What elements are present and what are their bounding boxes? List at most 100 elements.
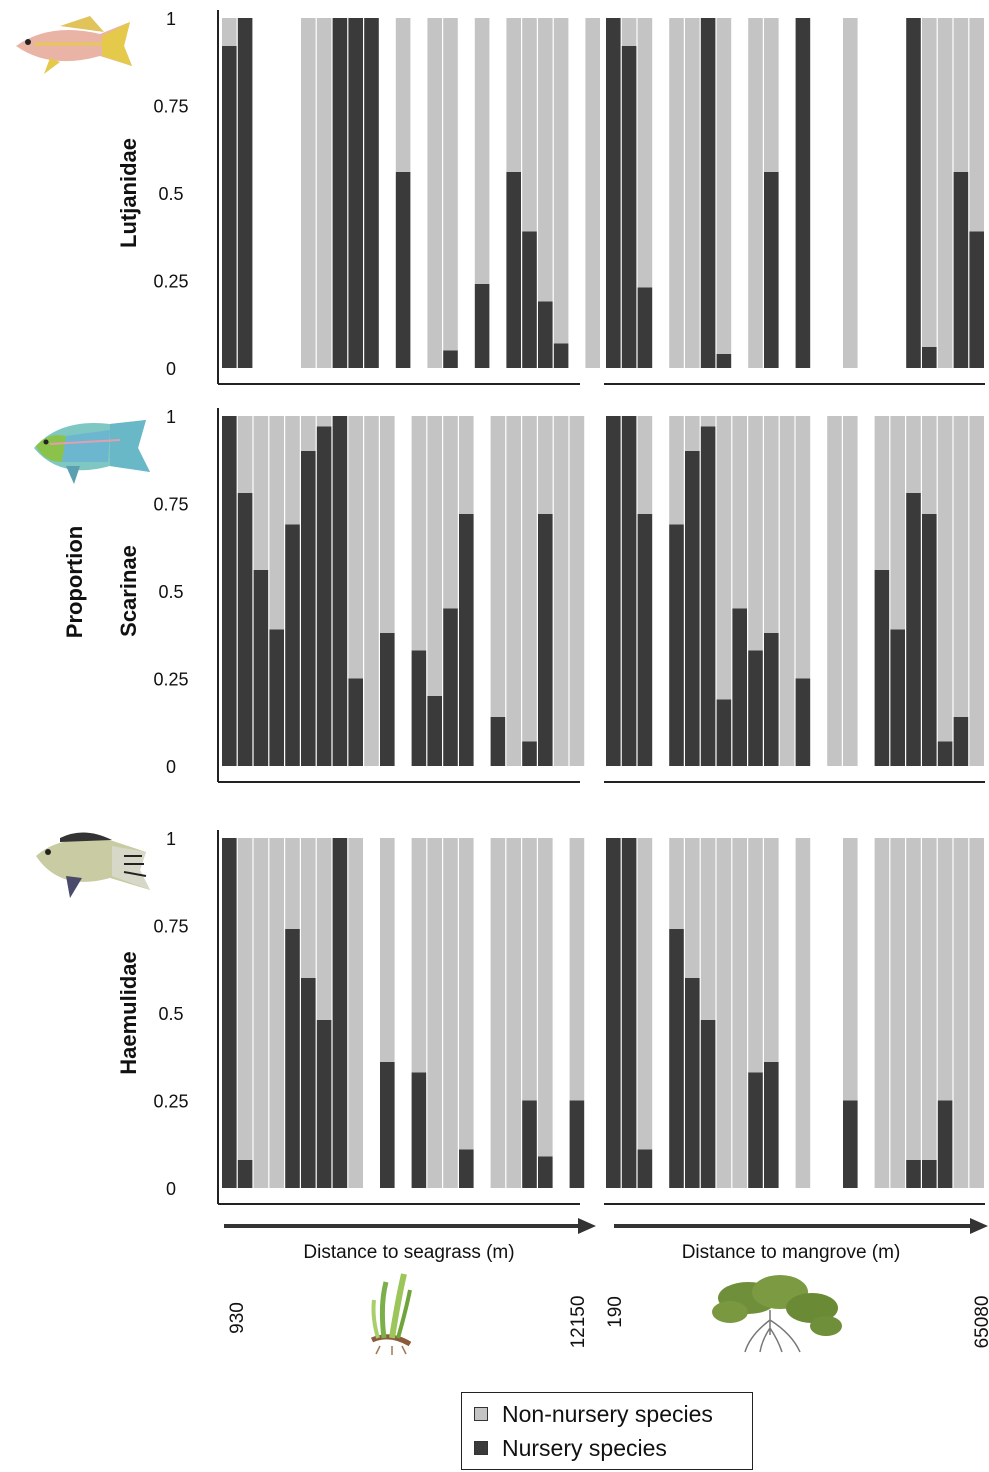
bar-non-nursery [506,838,521,1188]
bar-non-nursery [937,416,953,742]
bar-non-nursery [890,838,905,1188]
bar-nursery [606,18,621,368]
seagrass-arrow [224,1218,596,1234]
bar-nursery [795,18,811,368]
bar-non-nursery [253,838,269,1188]
bar-nursery [795,678,811,766]
bar-non-nursery [700,838,716,1020]
bar-nursery [380,1062,395,1188]
bar-nursery [538,514,553,766]
bar-non-nursery [364,416,379,766]
bar-non-nursery [301,838,316,978]
non-nursery-swatch [474,1407,488,1421]
bar-nursery [700,426,716,766]
bar-nursery [459,514,474,766]
bar-non-nursery [522,18,537,232]
bar-nursery [637,514,653,766]
bar-non-nursery [380,838,395,1062]
y-tick-label: 0.75 [153,97,188,117]
bar-nursery [716,699,732,766]
bar-nursery [569,1100,585,1188]
bar-non-nursery [795,838,811,1188]
bar-non-nursery [316,416,332,427]
y-tick-label: 1 [166,9,176,29]
bar-nursery [621,46,637,368]
bar-nursery [316,426,332,766]
y-tick-label: 0.5 [158,184,183,204]
legend-item-nursery: Nursery species [474,1433,667,1463]
bar-nursery [332,416,348,766]
bar-nursery [332,838,348,1188]
bar-nursery [937,1100,953,1188]
bar-non-nursery [411,838,427,1073]
bar-non-nursery [522,838,537,1101]
y-axis-title: Proportion [62,526,87,638]
bar-nursery [906,1160,921,1188]
bar-non-nursery [348,838,363,1188]
bar-nursery [411,650,427,766]
bar-nursery [395,172,411,368]
bar-non-nursery [427,416,442,696]
bar-non-nursery [316,18,332,368]
bar-nursery [443,350,458,368]
bar-nursery [285,929,300,1188]
family-label: Scarinae [116,545,141,637]
bar-nursery [269,629,284,766]
bar-non-nursery [953,416,969,717]
bar-nursery [237,18,253,368]
bar-nursery [621,838,637,1188]
bar-non-nursery [222,18,237,46]
bar-nursery [490,717,506,766]
bar-nursery [301,978,316,1188]
bar-nursery [669,524,684,766]
bar-nursery [700,18,716,368]
bar-non-nursery [716,18,732,354]
bar-non-nursery [969,416,984,766]
y-tick-label: 1 [166,407,176,427]
bar-non-nursery [764,18,779,172]
y-tick-label: 0.5 [158,1004,183,1024]
bar-non-nursery [316,838,332,1020]
bar-non-nursery [748,838,763,1073]
bar-non-nursery [669,838,684,929]
bar-nursery [237,493,253,766]
bar-non-nursery [348,416,363,679]
bar-nursery [285,524,300,766]
bar-non-nursery [732,838,747,1188]
bar-nursery [969,231,984,368]
bar-non-nursery [443,416,458,609]
bar-nursery [748,1072,763,1188]
bar-nursery [538,1156,553,1188]
y-tick-label: 0.75 [153,495,188,515]
family-label: Haemulidae [116,951,141,1075]
bar-non-nursery [779,416,795,766]
bar-non-nursery [764,416,779,633]
bar-non-nursery [553,416,569,766]
bar-nursery [953,172,969,368]
bar-nursery [748,650,763,766]
bar-nursery [411,1072,427,1188]
bar-non-nursery [380,416,395,633]
bar-nursery [637,287,653,368]
bar-non-nursery [427,838,442,1188]
bar-nursery [890,629,905,766]
bar-non-nursery [685,18,700,368]
bar-nursery [685,978,700,1188]
seagrass-icon [370,1273,412,1355]
bar-non-nursery [764,838,779,1062]
bar-nursery [474,284,490,368]
bar-nursery [764,172,779,368]
bar-non-nursery [490,416,506,717]
y-tick-label: 0.75 [153,917,188,937]
bar-non-nursery [301,18,316,368]
bar-nursery [764,633,779,766]
bar-nursery [364,18,379,368]
bar-non-nursery [621,18,637,46]
bar-nursery [522,741,537,766]
bar-nursery [380,633,395,766]
chart-scarinae: Scarinae 0 0.25 0.5 0.75 1 [116,407,985,783]
parrotfish-icon [34,420,150,484]
bar-nursery [538,301,553,368]
bar-non-nursery [685,838,700,978]
